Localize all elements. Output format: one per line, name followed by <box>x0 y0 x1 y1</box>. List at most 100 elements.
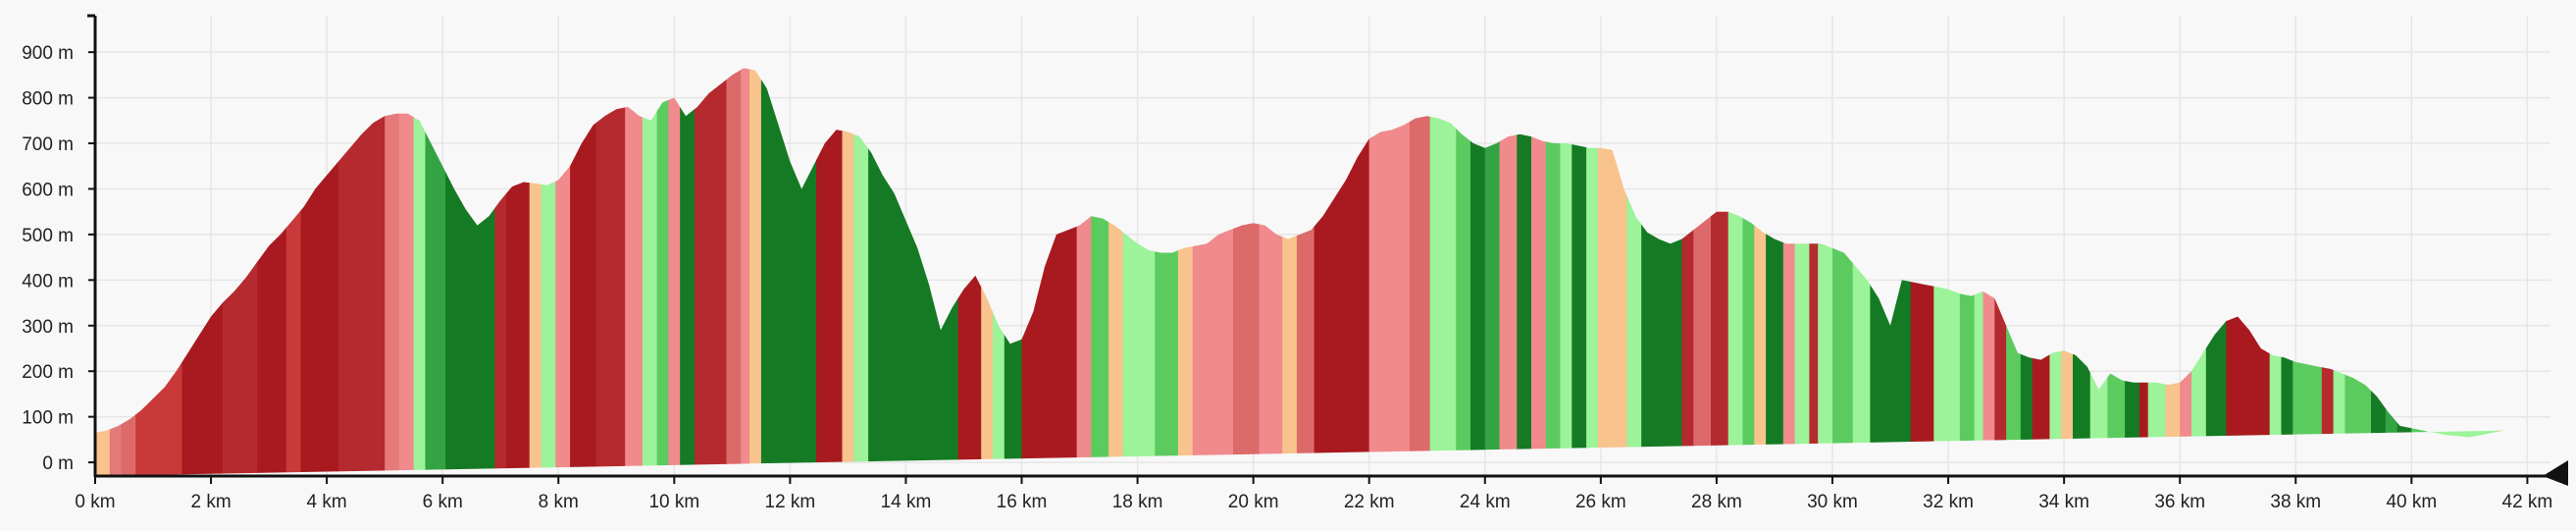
x-tick-label: 6 km <box>423 492 463 512</box>
x-tick-label: 14 km <box>881 492 932 512</box>
gradient-band <box>2191 68 2207 476</box>
gradient-band <box>2049 68 2062 476</box>
gradient-band <box>1727 68 1744 476</box>
gradient-band <box>2061 68 2074 476</box>
gradient-band <box>2293 68 2323 476</box>
gradient-band <box>1155 68 1179 476</box>
gradient-band <box>760 68 817 476</box>
gradient-band <box>2333 68 2345 476</box>
gradient-band <box>1974 68 1984 476</box>
gradient-band <box>2165 68 2181 476</box>
gradient-band <box>1545 68 1562 476</box>
y-tick-label: 600 m <box>22 180 74 200</box>
gradient-band <box>2032 68 2050 476</box>
gradient-band <box>413 68 427 476</box>
gradient-band <box>337 68 386 476</box>
x-tick-label: 22 km <box>1344 492 1395 512</box>
y-tick-label: 900 m <box>22 43 74 64</box>
gradient-band <box>1571 68 1587 476</box>
elevation-area <box>95 16 2540 476</box>
gradient-band <box>1484 68 1501 476</box>
gradient-band <box>868 68 959 476</box>
gradient-band <box>957 68 982 476</box>
gradient-band <box>1681 68 1694 476</box>
gradient-band <box>2411 68 2427 476</box>
gradient-band <box>121 68 136 476</box>
gradient-band <box>1794 68 1810 476</box>
gradient-band <box>726 68 742 476</box>
gradient-band <box>1108 68 1124 476</box>
gradient-band <box>1314 68 1370 476</box>
gradient-band <box>425 68 446 476</box>
position-marker-icon[interactable] <box>2543 460 2568 486</box>
gradient-band <box>2321 68 2335 476</box>
gradient-band <box>1586 68 1599 476</box>
gradient-band <box>1531 68 1547 476</box>
gradient-band <box>1711 68 1729 476</box>
gradient-band <box>1766 68 1784 476</box>
gradient-band <box>2344 68 2372 476</box>
gradient-band <box>1517 68 1532 476</box>
x-tick-label: 0 km <box>75 492 115 512</box>
gradient-band <box>541 68 556 476</box>
gradient-band <box>2226 68 2271 476</box>
gradient-band <box>853 68 869 476</box>
gradient-band <box>749 68 762 476</box>
gradient-band <box>842 68 854 476</box>
gradient-band <box>2426 68 2499 476</box>
gradient-band <box>656 68 669 476</box>
gradient-band <box>222 68 258 476</box>
x-tick-label: 16 km <box>997 492 1048 512</box>
gradient-band <box>1456 68 1471 476</box>
gradient-band <box>2205 68 2228 476</box>
x-tick-label: 26 km <box>1575 492 1626 512</box>
gradient-band <box>529 68 542 476</box>
x-tick-label: 8 km <box>539 492 579 512</box>
gradient-band <box>1910 68 1934 476</box>
gradient-band <box>1122 68 1156 476</box>
gradient-band <box>1832 68 1854 476</box>
gradient-band <box>1626 68 1642 476</box>
gradient-band <box>2385 68 2398 476</box>
gradient-band <box>981 68 994 476</box>
gradient-band <box>1282 68 1298 476</box>
x-axis-labels: 0 km 2 km 4 km 6 km 8 km 10 km 12 km 14 km 16 km… <box>75 492 2552 512</box>
gradient-band <box>2089 68 2108 476</box>
y-tick-label: 300 m <box>22 317 74 338</box>
x-tick-label: 30 km <box>1807 492 1858 512</box>
x-tick-label: 20 km <box>1228 492 1279 512</box>
gradient-band <box>1560 68 1572 476</box>
gradient-band <box>506 68 531 476</box>
y-tick-label: 700 m <box>22 134 74 155</box>
x-tick-label: 34 km <box>2038 492 2089 512</box>
gradient-band <box>1091 68 1109 476</box>
x-tick-label: 18 km <box>1112 492 1163 512</box>
gradient-band <box>595 68 626 476</box>
y-tick-label: 800 m <box>22 89 74 110</box>
gradient-band <box>1177 68 1194 476</box>
y-axis-labels: 0 m 100 m 200 m 300 m 400 m 500 m 600 m 700 m 80… <box>22 43 74 474</box>
gradient-band <box>285 68 302 476</box>
gradient-band <box>1076 68 1092 476</box>
x-tick-label: 38 km <box>2270 492 2321 512</box>
gradient-band <box>680 68 696 476</box>
gradient-band <box>1004 68 1023 476</box>
gradient-band <box>2006 68 2022 476</box>
gradient-band <box>95 68 111 476</box>
gradient-band <box>625 68 644 476</box>
x-tick-label: 42 km <box>2502 492 2553 512</box>
gradient-band <box>1233 68 1261 476</box>
gradient-band <box>2498 68 2504 476</box>
x-tick-label: 10 km <box>648 492 699 512</box>
gradient-band <box>1021 68 1078 476</box>
y-tick-label: 100 m <box>22 408 74 429</box>
gradient-band <box>1499 68 1518 476</box>
gradient-band <box>2020 68 2034 476</box>
gradient-band <box>2371 68 2387 476</box>
gradient-band <box>2138 68 2149 476</box>
x-tick-label: 40 km <box>2386 492 2437 512</box>
gradient-band <box>2510 16 2540 476</box>
gradient-band <box>398 68 415 476</box>
gradient-band <box>741 68 750 476</box>
gradient-band <box>695 68 728 476</box>
